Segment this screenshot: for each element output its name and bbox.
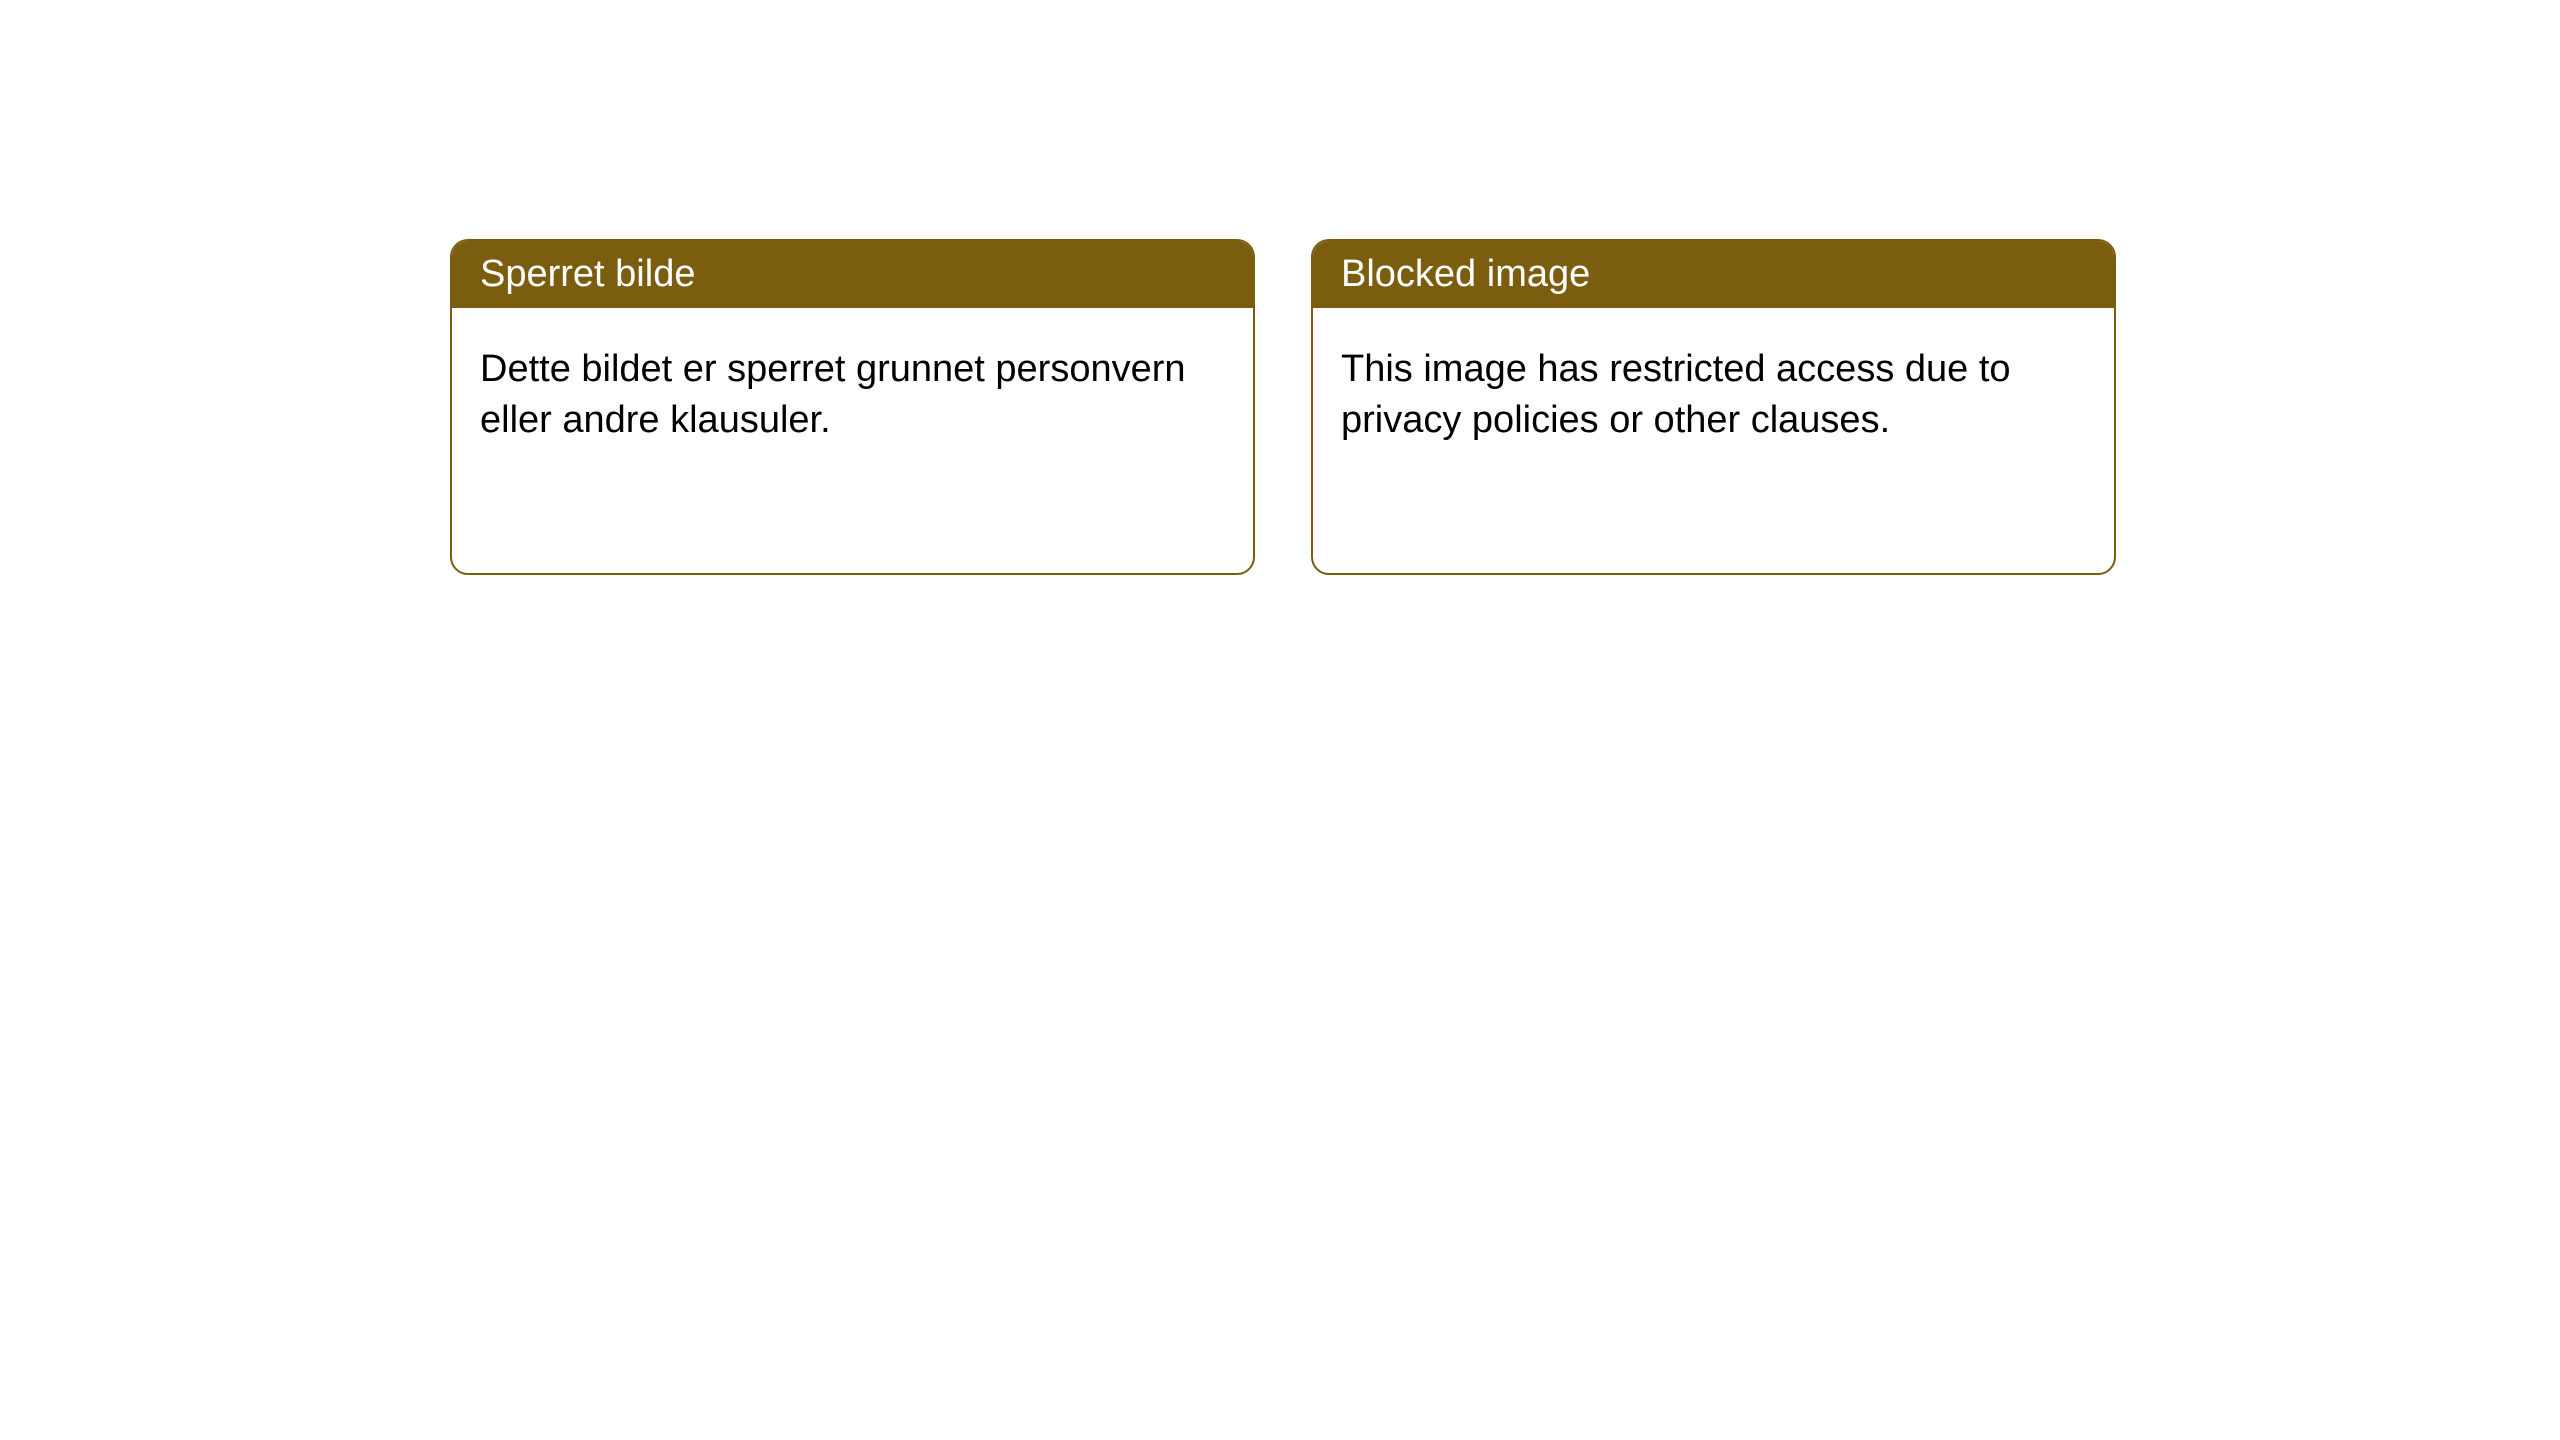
card-header-no: Sperret bilde bbox=[452, 241, 1253, 308]
card-body-en: This image has restricted access due to … bbox=[1313, 308, 2114, 483]
card-body-no: Dette bildet er sperret grunnet personve… bbox=[452, 308, 1253, 483]
card-message-no: Dette bildet er sperret grunnet personve… bbox=[480, 348, 1186, 441]
blocked-image-card-en: Blocked image This image has restricted … bbox=[1311, 239, 2116, 575]
notice-container: Sperret bilde Dette bildet er sperret gr… bbox=[0, 0, 2560, 575]
blocked-image-card-no: Sperret bilde Dette bildet er sperret gr… bbox=[450, 239, 1255, 575]
card-title-no: Sperret bilde bbox=[480, 253, 695, 295]
card-header-en: Blocked image bbox=[1313, 241, 2114, 308]
card-title-en: Blocked image bbox=[1341, 253, 1590, 295]
card-message-en: This image has restricted access due to … bbox=[1341, 348, 2011, 441]
